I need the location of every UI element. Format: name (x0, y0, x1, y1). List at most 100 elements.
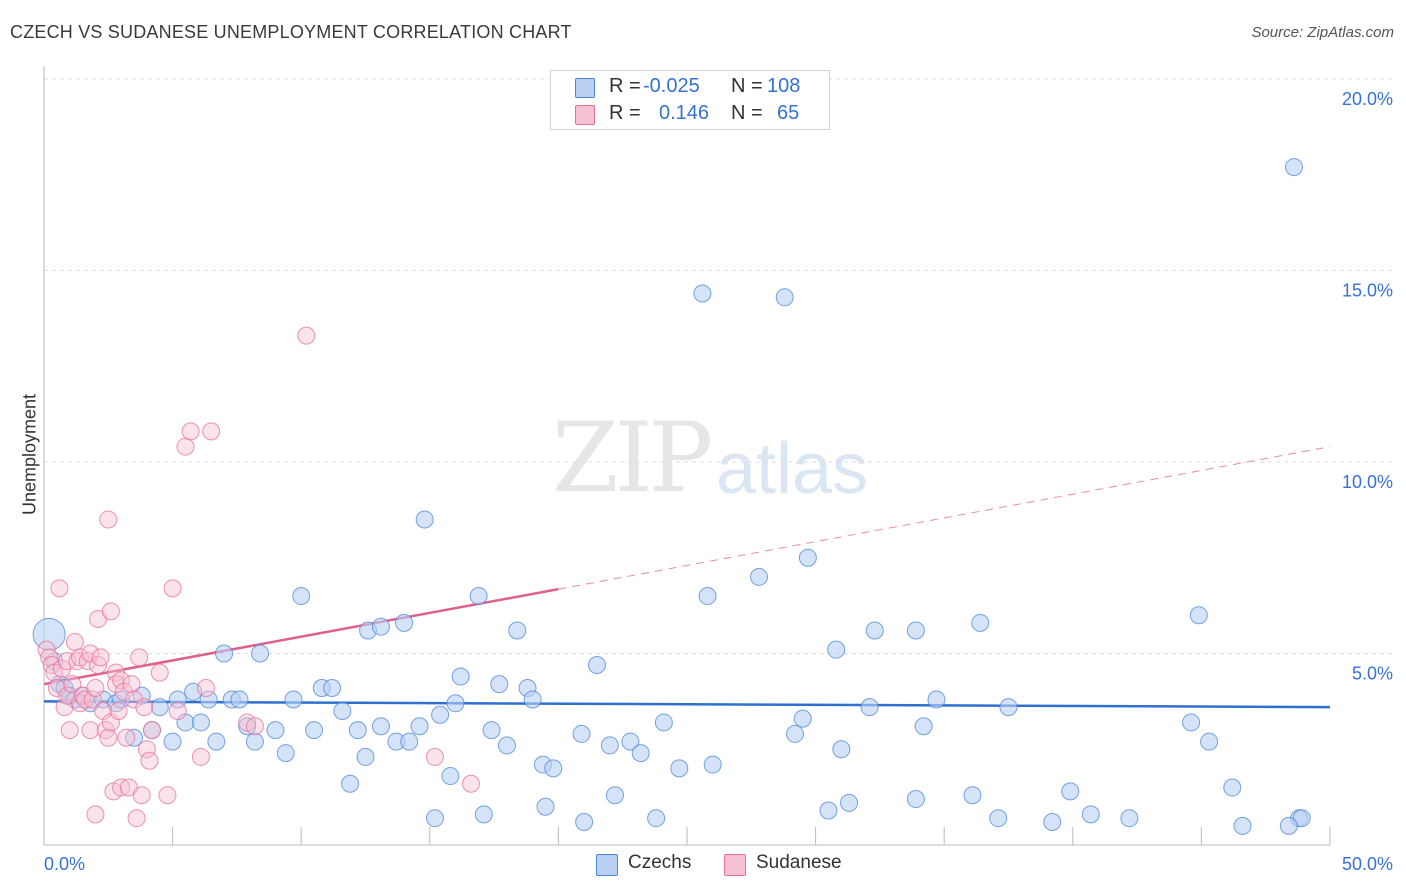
sudanese-point (101, 602, 120, 621)
bottom-swatch-czechs (596, 854, 618, 876)
czechs-point (1081, 805, 1100, 824)
czechs-point (284, 690, 303, 709)
chart-source: Source: ZipAtlas.com (1251, 24, 1394, 41)
sudanese-point (50, 579, 69, 598)
czechs-point (1233, 816, 1252, 835)
czechs-point (469, 587, 488, 606)
chart-title: CZECH VS SUDANESE UNEMPLOYMENT CORRELATI… (10, 22, 572, 42)
sudanese-point (99, 728, 118, 747)
czechs-point (425, 809, 444, 828)
czechs-point (276, 744, 295, 763)
legend-n-label: N = (731, 102, 763, 124)
legend-swatch-sudanese (575, 105, 595, 125)
sudanese-point (99, 510, 118, 529)
czechs-point (1182, 713, 1201, 732)
czechs-point (400, 732, 419, 751)
sudanese-point (86, 678, 105, 697)
czechs-point (600, 736, 619, 755)
data-points (32, 158, 1311, 835)
sudanese-point (112, 671, 131, 690)
y-tick-label: 15.0% (1342, 281, 1393, 301)
tick-labels: 5.0% 10.0% 15.0% 20.0% 0.0% 50.0% (44, 89, 1393, 874)
czechs-point (698, 587, 717, 606)
czechs-point (832, 740, 851, 759)
sudanese-point (140, 751, 159, 770)
czechs-point (654, 713, 673, 732)
sudanese-point (143, 721, 162, 740)
czechs-point (914, 717, 933, 736)
czechs-point (693, 284, 712, 303)
sudanese-point (191, 747, 210, 766)
czechs-point (963, 786, 982, 805)
sudanese-trend-extension (558, 446, 1331, 590)
czechs-point (544, 759, 563, 778)
sudanese-point (137, 740, 156, 759)
sudanese-point (65, 633, 84, 652)
czechs-point (819, 801, 838, 820)
legend-swatch-czechs (575, 78, 595, 98)
trend-lines (43, 446, 1331, 709)
sudanese-point (83, 690, 102, 709)
czechs-point (482, 721, 501, 740)
czechs-point (348, 721, 367, 740)
czechs-point (266, 721, 285, 740)
czechs-point (1284, 158, 1303, 177)
czechs-point (860, 698, 879, 717)
sudanese-point (158, 786, 177, 805)
legend-n-value: 108 (767, 75, 801, 97)
czechs-point (750, 567, 769, 586)
czechs-point (1279, 816, 1298, 835)
czechs-point (371, 617, 390, 636)
x-tick-label: 50.0% (1342, 854, 1393, 874)
sudanese-point (122, 675, 141, 694)
czechs-point (125, 728, 144, 747)
y-tick-label: 20.0% (1342, 89, 1393, 109)
czechs-point (786, 724, 805, 743)
czechs-point (371, 717, 390, 736)
czechs-point (798, 548, 817, 567)
sudanese-point (125, 690, 144, 709)
czechs-point (410, 717, 429, 736)
czechs-point (191, 713, 210, 732)
czechs-point (490, 675, 509, 694)
czechs-point (906, 621, 925, 640)
czechs-trend-line (43, 700, 1331, 709)
czechs-point (1061, 782, 1080, 801)
czechs-point (251, 644, 270, 663)
y-tick-label: 10.0% (1342, 472, 1393, 492)
czechs-point (215, 644, 234, 663)
czechs-point (647, 809, 666, 828)
czechs-point (356, 747, 375, 766)
sudanese-point (76, 690, 95, 709)
czechs-point (1223, 778, 1242, 797)
czechs-point (927, 690, 946, 709)
czechs-point (1189, 606, 1208, 625)
czechs-point (292, 587, 311, 606)
sudanese-point (60, 721, 79, 740)
czechs-point (536, 797, 555, 816)
czechs-point (207, 732, 226, 751)
sudanese-point (245, 717, 264, 736)
czechs-point (238, 717, 257, 736)
czechs-point (441, 767, 460, 786)
sudanese-point (202, 422, 221, 441)
czechs-point (865, 621, 884, 640)
czechs-point (150, 698, 169, 717)
sudanese-point (109, 701, 128, 720)
sudanese-point (132, 786, 151, 805)
sudanese-point (297, 326, 316, 345)
czechs-point (523, 690, 542, 709)
czechs-point (446, 694, 465, 713)
czechs-point (245, 732, 264, 751)
sudanese-point (197, 678, 216, 697)
sudanese-point (181, 422, 200, 441)
watermark-zip: ZIP (552, 402, 713, 514)
correlation-legend: R = -0.025 N = 108 R = 0.146 N = 65 (550, 70, 830, 130)
czechs-point (508, 621, 527, 640)
sudanese-point (135, 698, 154, 717)
czechs-point (621, 732, 640, 751)
sudanese-point (130, 648, 149, 667)
sudanese-point (86, 805, 105, 824)
czechs-point (827, 640, 846, 659)
legend-n-label: N = (731, 75, 763, 97)
